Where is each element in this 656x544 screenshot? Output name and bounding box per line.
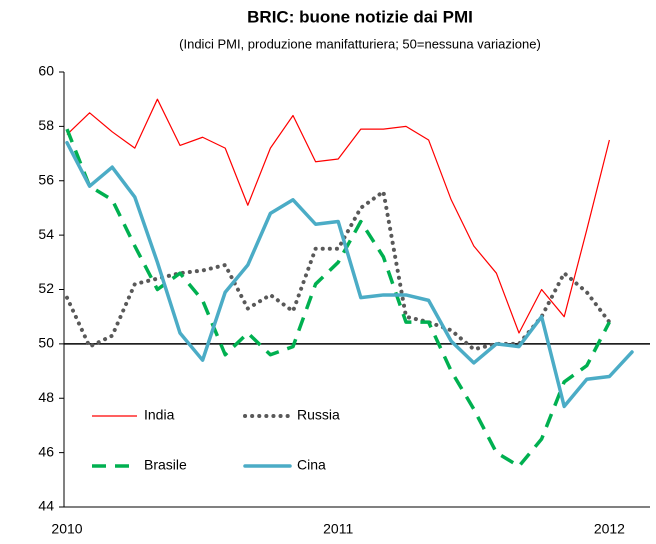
x-tick-label: 2012 <box>594 521 625 537</box>
y-tick-label: 58 <box>38 117 54 133</box>
legend-label: Russia <box>297 407 340 423</box>
y-tick-label: 44 <box>38 498 54 514</box>
legend-label: Brasile <box>144 457 187 473</box>
chart-title: BRIC: buone notizie dai PMI <box>247 7 473 26</box>
x-tick-label: 2010 <box>51 521 82 537</box>
x-tick-label: 2011 <box>323 521 353 537</box>
y-tick-label: 46 <box>38 443 54 459</box>
series-line <box>65 140 634 409</box>
legend-label: India <box>144 407 175 423</box>
series-line <box>65 128 611 468</box>
series-line <box>66 98 610 334</box>
y-tick-label: 54 <box>38 226 54 242</box>
y-tick-label: 52 <box>38 280 54 296</box>
legend-label: Cina <box>297 457 326 473</box>
y-tick-label: 48 <box>38 389 54 405</box>
y-tick-label: 50 <box>38 335 54 351</box>
y-tick-label: 60 <box>38 63 54 79</box>
chart-subtitle: (Indici PMI, produzione manifatturiera; … <box>179 36 541 51</box>
y-tick-label: 56 <box>38 171 54 187</box>
